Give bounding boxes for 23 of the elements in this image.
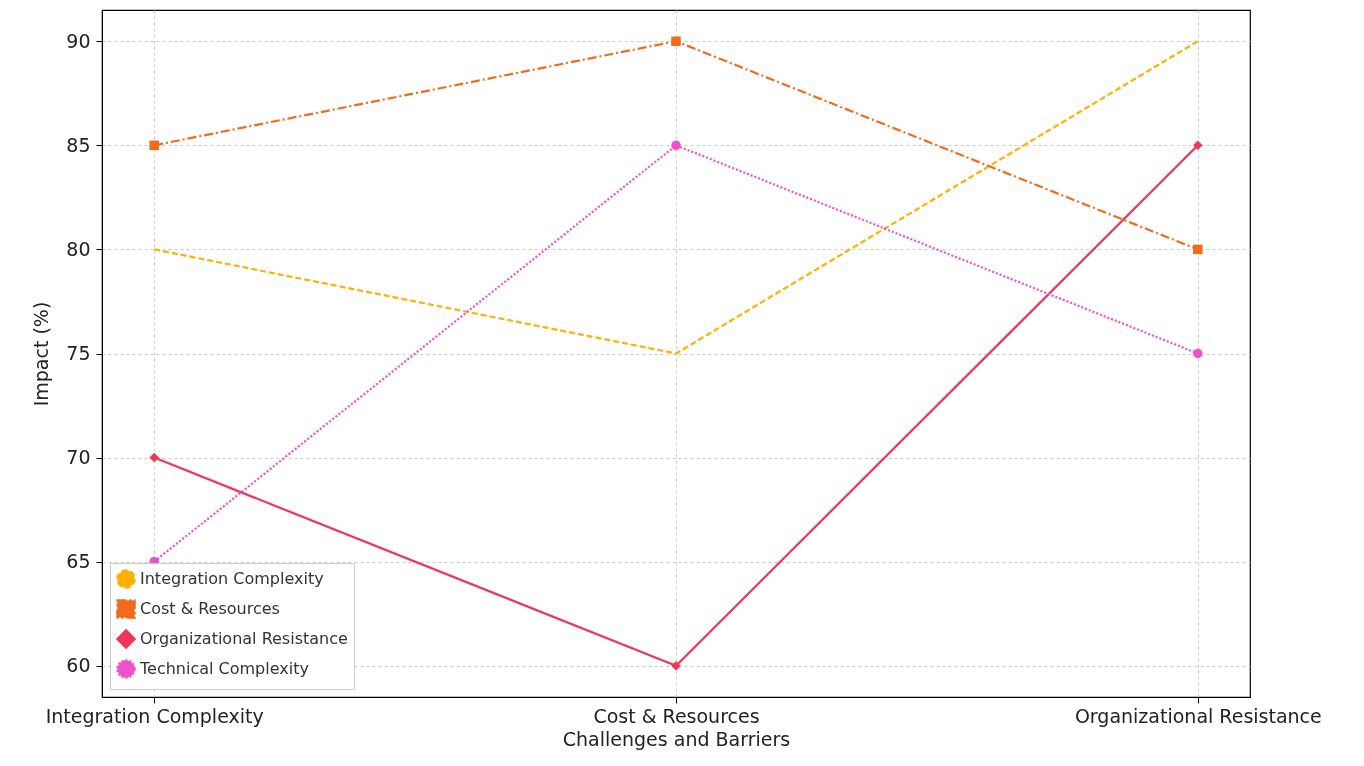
point xyxy=(671,36,681,46)
point xyxy=(1193,140,1203,151)
x-tick-label: Cost & Resources xyxy=(593,704,760,727)
point xyxy=(149,452,159,463)
legend-label: Organizational Resistance xyxy=(140,629,348,648)
point xyxy=(671,140,681,151)
x-tick-label: Organizational Resistance xyxy=(1074,704,1322,727)
y-tick-label: 75 xyxy=(66,342,91,364)
y-tick-label: 70 xyxy=(66,446,91,469)
y-tick-label: 60 xyxy=(66,654,91,677)
x-tick-label: Integration Complexity xyxy=(45,704,264,727)
x-axis-title: Challenges and Barriers xyxy=(562,727,791,750)
legend-label: Integration Complexity xyxy=(140,569,324,588)
y-tick-label: 80 xyxy=(66,237,91,260)
legend-label: Technical Complexity xyxy=(139,659,309,678)
y-axis-title: Impact (%) xyxy=(30,301,53,407)
point xyxy=(1193,244,1203,255)
point xyxy=(149,140,159,151)
point xyxy=(1193,348,1203,359)
y-tick-label: 85 xyxy=(66,133,91,156)
y-tick-label: 65 xyxy=(66,550,91,573)
y-tick-label: 90 xyxy=(66,29,91,52)
legend-label: Cost & Resources xyxy=(140,599,280,618)
